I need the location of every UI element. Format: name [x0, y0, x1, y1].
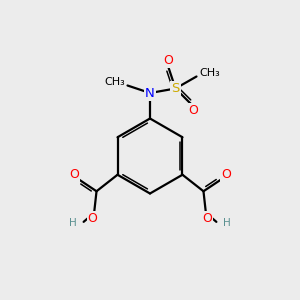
Text: O: O: [189, 103, 198, 117]
Text: N: N: [145, 86, 155, 100]
Text: O: O: [221, 168, 231, 181]
Text: O: O: [202, 212, 212, 225]
Text: O: O: [69, 168, 79, 181]
Text: O: O: [88, 212, 98, 225]
Text: CH₃: CH₃: [199, 68, 220, 78]
Text: O: O: [163, 54, 173, 68]
Text: H: H: [69, 218, 77, 228]
Text: CH₃: CH₃: [104, 77, 125, 87]
Text: H: H: [223, 218, 231, 228]
Text: S: S: [171, 82, 180, 95]
